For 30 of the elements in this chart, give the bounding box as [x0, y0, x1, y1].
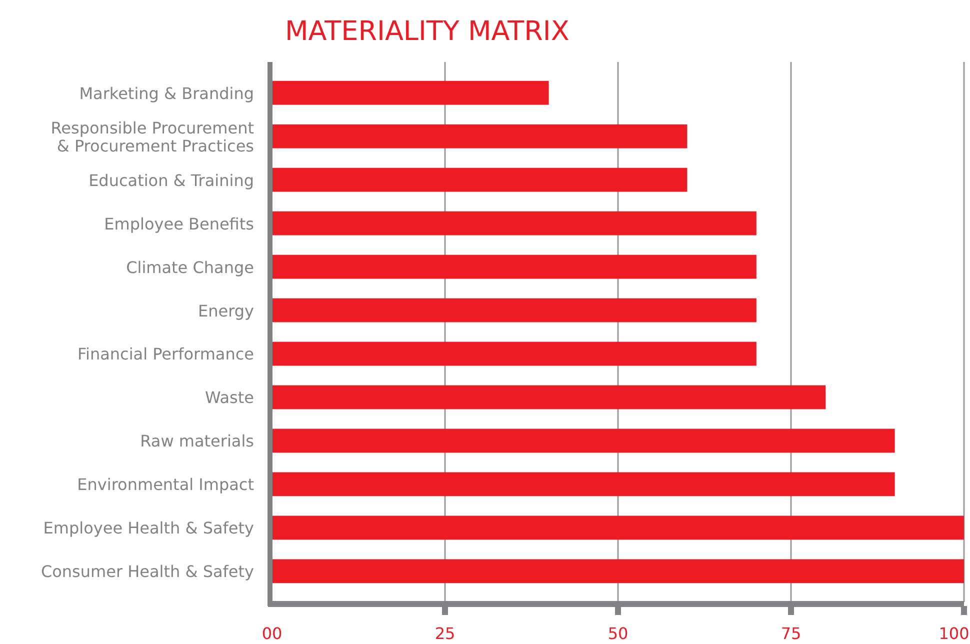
y-tick-label: Marketing & Branding	[79, 84, 254, 103]
bar	[272, 385, 826, 410]
bar	[272, 254, 756, 279]
y-tick-label: Environmental Impact	[77, 475, 254, 494]
chart-title: MATERIALITY MATRIX	[285, 16, 570, 47]
x-tick-label: 50	[608, 624, 628, 643]
y-tick-label: Raw materials	[140, 432, 254, 451]
y-tick-label: Employee Benefits	[104, 214, 254, 234]
bar	[272, 124, 688, 148]
x-tick-label: 100	[938, 624, 970, 643]
x-tick-label: 25	[434, 624, 456, 643]
bar	[272, 516, 964, 540]
bar	[272, 211, 756, 236]
bar	[272, 559, 964, 584]
y-tick-label: Employee Health & Safety	[43, 518, 254, 538]
y-tick-label: Responsible Procurement & Procurement Practices	[50, 118, 254, 156]
bar	[272, 472, 895, 496]
y-tick-label: Consumer Health & Safety	[40, 562, 254, 582]
bar	[272, 80, 549, 105]
bar	[272, 428, 895, 453]
bar	[272, 342, 756, 366]
y-tick-label: Energy	[198, 301, 254, 320]
y-tick-label: Waste	[204, 388, 254, 408]
bar	[272, 168, 688, 192]
x-tick-label: 00	[262, 624, 282, 643]
y-tick-label: Education & Training	[88, 170, 254, 190]
y-tick-label: Climate Change	[126, 258, 254, 277]
x-tick-label: 75	[780, 624, 802, 643]
y-tick-label: Financial Performance	[77, 344, 254, 364]
bar	[272, 298, 756, 322]
